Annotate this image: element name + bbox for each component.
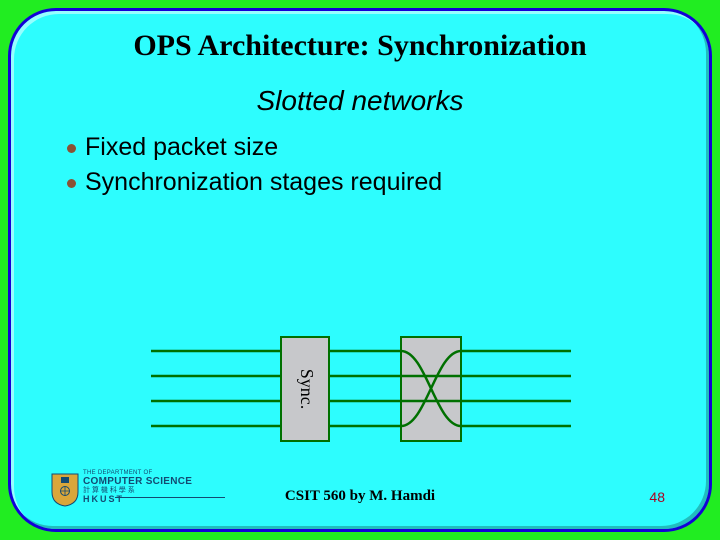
- sync-label: Sync.: [297, 369, 317, 410]
- bullet-item: Synchronization stages required: [67, 168, 673, 197]
- sync-diagram: Sync.: [151, 331, 571, 471]
- footer-credit: CSIT 560 by M. Hamdi: [11, 488, 709, 505]
- page-number: 48: [649, 489, 665, 505]
- logo-cs-line: COMPUTER SCIENCE: [83, 477, 192, 487]
- bullet-text: Synchronization stages required: [85, 168, 442, 197]
- bullet-list: Fixed packet size Synchronization stages…: [67, 133, 673, 197]
- bullet-text: Fixed packet size: [85, 133, 278, 162]
- slide-title: OPS Architecture: Synchronization: [47, 29, 673, 63]
- slide-frame: OPS Architecture: Synchronization Slotte…: [8, 8, 712, 532]
- bullet-item: Fixed packet size: [67, 133, 673, 162]
- bullet-dot-icon: [67, 144, 76, 153]
- slide-subtitle: Slotted networks: [47, 85, 673, 117]
- sync-diagram-svg: Sync.: [151, 331, 571, 471]
- bullet-dot-icon: [67, 179, 76, 188]
